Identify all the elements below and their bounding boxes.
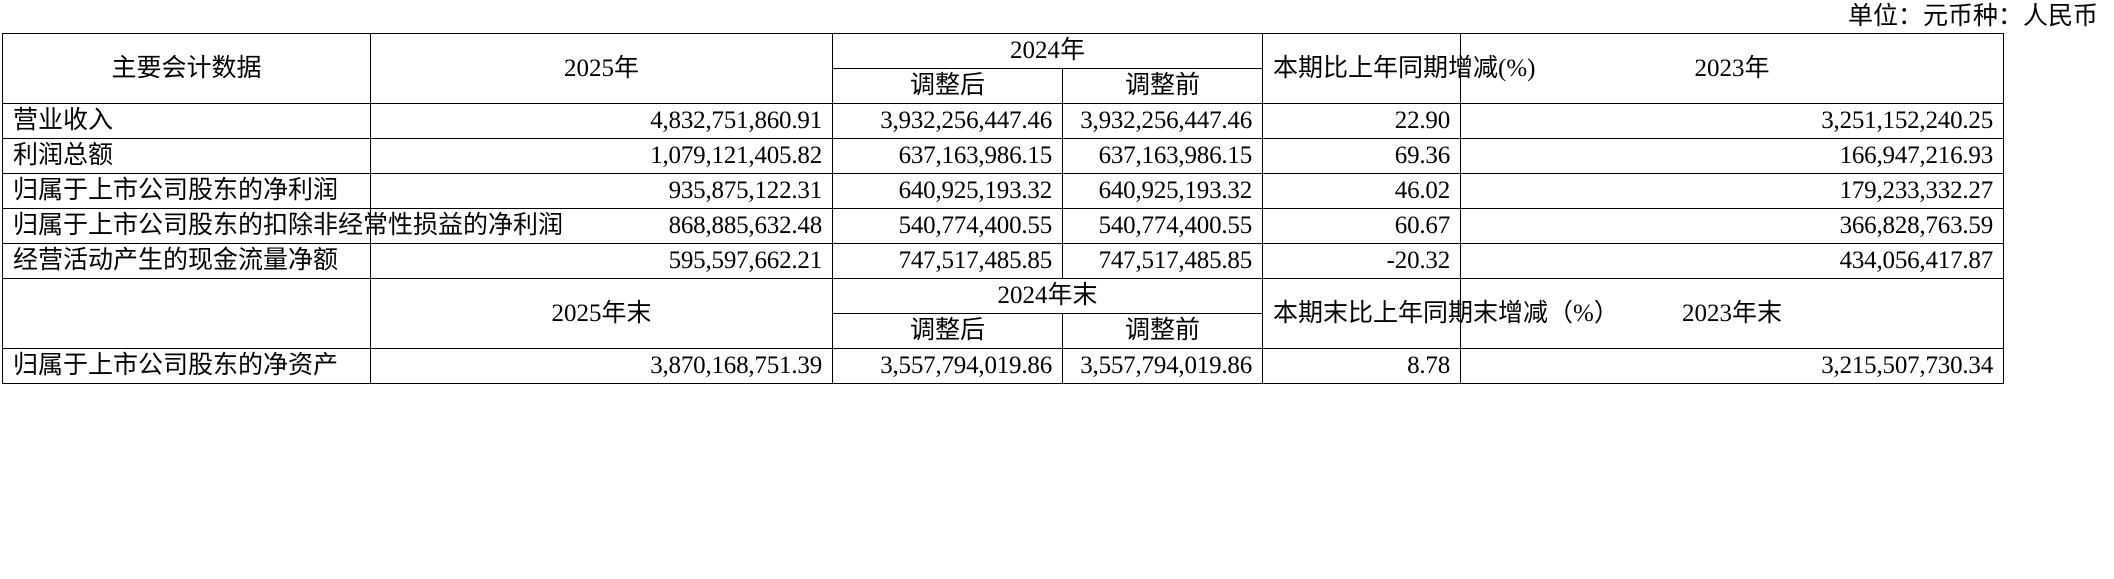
unit-note: 单位：元币种：人民币 (1847, 3, 2098, 30)
table-row: 归属于上市公司股东的扣除非经常性损益的净利润 868,885,632.48 54… (2, 208, 2005, 244)
row-label: 归属于上市公司股东的扣除非经常性损益的净利润 (2, 208, 563, 244)
cell-2025: 4,832,751,860.91 (369, 103, 834, 139)
header-cell-change-pct: 本期比上年同期增减(%) (1262, 33, 1536, 104)
header-cell-2023: 2023年 (1460, 33, 2005, 104)
header-row-secondary: 调整后 调整前 (3, 68, 2004, 104)
cell-2025: 935,875,122.31 (369, 173, 834, 209)
cell-2023: 366,828,763.59 (1460, 208, 2005, 244)
header2-cell-adjusted-after: 调整后 (832, 313, 1064, 349)
cell-2024-before: 540,774,400.55 (1062, 208, 1264, 244)
cell-2024-end-before: 3,557,794,019.86 (1062, 348, 1264, 384)
row-label: 营业收入 (2, 103, 371, 139)
cell-2024-after: 540,774,400.55 (832, 208, 1064, 244)
cell-change: 69.36 (1262, 138, 1462, 174)
cell-2024-after: 747,517,485.85 (832, 243, 1064, 279)
header-cell-metric: 主要会计数据 (2, 33, 371, 104)
financial-table: 主要会计数据 2025年 2024年 本期比上年同期增减(%) 2023年 调整… (2, 33, 2005, 384)
cell-2023: 166,947,216.93 (1460, 138, 2005, 174)
header-row-primary: 主要会计数据 2025年 2024年 本期比上年同期增减(%) 2023年 (2, 33, 2005, 104)
table-row: 归属于上市公司股东的净利润 935,875,122.31 640,925,193… (2, 173, 2005, 209)
cell-change: 22.90 (1262, 103, 1462, 139)
cell-2024-before: 747,517,485.85 (1062, 243, 1264, 279)
cell-2024-before: 640,925,193.32 (1062, 173, 1264, 209)
cell-2025: 868,885,632.48 (369, 208, 834, 244)
row-label: 归属于上市公司股东的净资产 (2, 348, 371, 384)
cell-2025: 1,079,121,405.82 (369, 138, 834, 174)
row-label: 利润总额 (2, 138, 371, 174)
header-cell-adjusted-after: 调整后 (832, 68, 1064, 104)
cell-2024-end-after: 3,557,794,019.86 (832, 348, 1064, 384)
header2-cell-2025-end: 2025年末 (369, 278, 834, 349)
table-row: 利润总额 1,079,121,405.82 637,163,986.15 637… (2, 138, 2005, 174)
table-row: 归属于上市公司股东的净资产 3,870,168,751.39 3,557,794… (2, 348, 2005, 384)
cell-change: -20.32 (1262, 243, 1462, 279)
cell-change: 8.78 (1262, 348, 1462, 384)
row-label: 归属于上市公司股东的净利润 (2, 173, 371, 209)
table-row: 经营活动产生的现金流量净额 595,597,662.21 747,517,485… (2, 243, 2005, 279)
header2-cell-2024-end-group: 2024年末 (832, 278, 1264, 314)
row-label: 经营活动产生的现金流量净额 (2, 243, 371, 279)
cell-2024-before: 3,932,256,447.46 (1062, 103, 1264, 139)
header2-cell-adjusted-before: 调整前 (1062, 313, 1264, 349)
header2-row-primary: 2025年末 2024年末 本期末比上年同期末增减（%） 2023年末 (2, 278, 2005, 349)
header2-cell-change-pct: 本期末比上年同期末增减（%） (1262, 278, 1619, 349)
cell-2024-after: 637,163,986.15 (832, 138, 1064, 174)
cell-2023: 179,233,332.27 (1460, 173, 2005, 209)
header-cell-2024-group: 2024年 (832, 33, 1264, 69)
cell-2023: 3,251,152,240.25 (1460, 103, 2005, 139)
cell-2025: 595,597,662.21 (369, 243, 834, 279)
cell-2024-after: 640,925,193.32 (832, 173, 1064, 209)
header-cell-2025: 2025年 (369, 33, 834, 104)
cell-change: 46.02 (1262, 173, 1462, 209)
cell-change: 60.67 (1262, 208, 1462, 244)
header-cell-adjusted-before: 调整前 (1062, 68, 1264, 104)
cell-2023: 434,056,417.87 (1460, 243, 2005, 279)
cell-2025-end: 3,870,168,751.39 (369, 348, 834, 384)
cell-2024-after: 3,932,256,447.46 (832, 103, 1064, 139)
table-row: 营业收入 4,832,751,860.91 3,932,256,447.46 3… (2, 103, 2005, 139)
cell-2023-end: 3,215,507,730.34 (1460, 348, 2005, 384)
cell-2024-before: 637,163,986.15 (1062, 138, 1264, 174)
header2-cell-metric (2, 278, 371, 349)
